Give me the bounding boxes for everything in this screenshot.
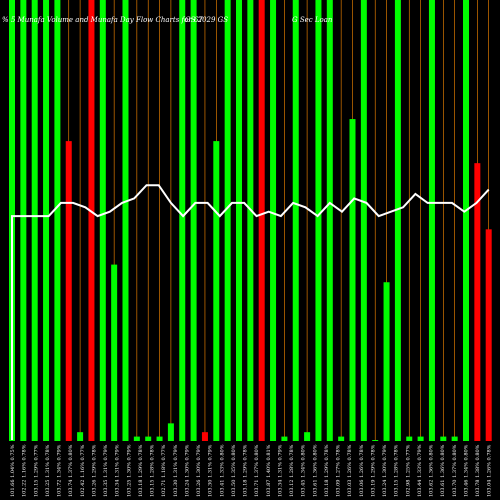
x-tick-label: 103.50 1.35% 0.80% <box>231 444 237 497</box>
volume-bar <box>304 432 311 441</box>
x-tick-label: 103.78 1.38% 0.80% <box>475 444 481 497</box>
volume-bar <box>133 436 140 441</box>
x-tick-label: 103.46 1.34% 0.80% <box>463 444 469 497</box>
volume-bar <box>156 436 163 441</box>
volume-bar <box>179 0 186 441</box>
x-tick-label: 103.30 1.31% 0.79% <box>173 444 179 497</box>
x-tick-label: 103.87 1.40% 0.81% <box>266 444 272 497</box>
volume-bar <box>394 0 401 441</box>
volume-bar <box>338 436 345 441</box>
x-tick-label: 103.74 1.37% 0.80% <box>68 444 74 497</box>
x-tick-label: 103.15 1.29% 0.77% <box>33 444 39 497</box>
x-tick-label: 103.34 1.31% 0.79% <box>277 444 283 497</box>
x-tick-label: 103.15 1.28% 0.78% <box>150 444 156 497</box>
volume-bar <box>360 0 367 441</box>
volume-bar <box>201 432 208 441</box>
volume-bar <box>417 436 424 441</box>
x-tick-label: 102.22 1.16% 0.78% <box>22 444 28 497</box>
volume-bar <box>349 119 356 441</box>
x-tick-label: 103.24 1.30% 0.79% <box>382 444 388 497</box>
volume-bar <box>292 0 299 441</box>
volume-bar <box>326 0 333 441</box>
x-tick-label: 103.30 1.31% 0.79% <box>208 444 214 497</box>
x-tick-label: 103.04 1.26% 0.78% <box>487 444 493 497</box>
x-tick-label: 103.18 1.29% 0.78% <box>243 444 249 497</box>
volume-bar <box>99 0 106 441</box>
price-line <box>11 184 490 440</box>
volume-bar <box>270 0 277 441</box>
x-tick-label: 103.44 1.33% 0.79% <box>417 444 423 497</box>
volume-bar <box>372 440 379 441</box>
chart-title-mid: GS 2029 GS <box>185 16 228 24</box>
volume-bar <box>65 141 72 441</box>
volume-bar <box>88 0 95 441</box>
x-tick-label: 103.70 1.37% 0.80% <box>452 444 458 497</box>
x-tick-label: 103.41 1.33% 0.80% <box>219 444 225 497</box>
volume-bar <box>122 0 129 441</box>
x-tick-label: 102.42 1.16% 0.77% <box>80 444 86 497</box>
x-tick-label: 103.15 1.28% 0.78% <box>394 444 400 497</box>
volume-bar <box>167 423 174 441</box>
x-tick-label: 103.19 1.29% 0.78% <box>370 444 376 497</box>
x-tick-label: 103.72 1.34% 0.79% <box>57 444 63 497</box>
x-tick-label: 103.35 1.31% 0.79% <box>103 444 109 497</box>
volume-bar <box>224 0 231 441</box>
x-tick-label: 103.61 1.36% 0.80% <box>440 444 446 497</box>
x-tick-label: 102.98 1.25% 0.77% <box>405 444 411 497</box>
x-tick-label: 103.71 1.37% 0.80% <box>254 444 260 497</box>
x-tick-label: 101.66 1.04% 0.75% <box>10 444 16 497</box>
volume-bar <box>258 0 265 441</box>
x-tick-label: 103.12 1.28% 0.78% <box>289 444 295 497</box>
volume-bar <box>236 0 242 441</box>
volume-bar <box>485 229 492 441</box>
x-tick-label: 103.25 1.31% 0.78% <box>45 444 51 497</box>
volume-bar <box>77 432 84 441</box>
volume-bar <box>111 264 118 441</box>
x-tick-label: 103.34 1.31% 0.79% <box>115 444 121 497</box>
x-tick-label: 103.45 1.34% 0.80% <box>301 444 307 497</box>
x-tick-label: 103.61 1.36% 0.80% <box>312 444 318 497</box>
volume-bar <box>20 0 27 441</box>
volume-bar <box>281 436 288 441</box>
x-tick-label: 103.18 1.29% 0.78% <box>324 444 330 497</box>
chart-title-left: % 5 Munafa Volume and Munafa Day Flow Ch… <box>2 16 203 24</box>
volume-bar <box>428 0 435 441</box>
chart-title-right: G Sec Loan <box>292 16 333 24</box>
x-tick-label: 103.18 1.29% 0.78% <box>138 444 144 497</box>
volume-bar <box>213 141 220 441</box>
volume-bar <box>247 0 254 441</box>
x-tick-label: 103.25 1.30% 0.79% <box>126 444 132 497</box>
volume-bar <box>463 0 469 441</box>
volume-bar <box>383 282 390 441</box>
x-tick-label: 103.62 1.36% 0.80% <box>429 444 435 497</box>
x-tick-label: 103.03 1.26% 0.78% <box>347 444 353 497</box>
x-tick-label: 103.26 1.30% 0.79% <box>196 444 202 497</box>
volume-bar <box>145 436 152 441</box>
volume-bar <box>474 163 481 442</box>
x-tick-label: 103.26 1.29% 0.78% <box>91 444 97 497</box>
volume-bar <box>451 436 458 441</box>
x-tick-label: 103.09 1.27% 0.78% <box>336 444 342 497</box>
volume-bar <box>406 436 413 441</box>
volume-bar <box>43 0 50 441</box>
volume-bar <box>315 0 322 441</box>
volume-bar <box>31 0 38 441</box>
x-tick-label: 102.71 1.18% 0.77% <box>161 444 167 497</box>
x-tick-label: 103.06 1.26% 0.78% <box>359 444 365 497</box>
volume-bar <box>190 0 197 441</box>
volume-bar <box>440 436 447 441</box>
x-tick-label: 103.24 1.30% 0.79% <box>184 444 190 497</box>
volume-bar <box>54 0 61 441</box>
